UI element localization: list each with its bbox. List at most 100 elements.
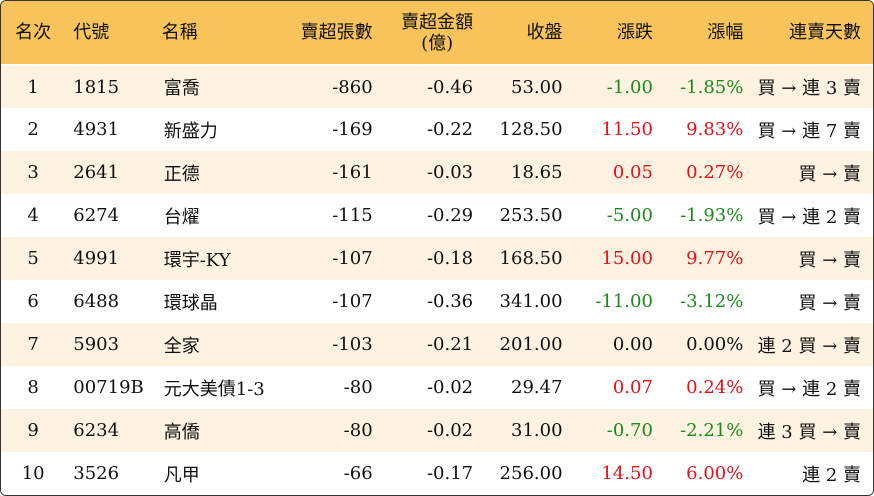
cell-change: 0.05 (612, 162, 653, 183)
cell-rank: 9 (27, 420, 39, 441)
cell-net-sell-lots: -169 (332, 119, 373, 140)
cell-net-sell-lots: -107 (332, 248, 373, 269)
cell-net-sell-amount: -0.18 (426, 248, 474, 269)
cell-change: -5.00 (606, 205, 653, 226)
cell-net-sell-lots: -80 (343, 420, 373, 441)
cell-consecutive-days: 買 → 連 2 賣 (757, 378, 861, 400)
cell-change-pct: 0.24% (686, 377, 744, 398)
cell-net-sell-lots: -66 (343, 463, 373, 484)
cell-name: 環宇-KY (163, 249, 231, 271)
cell-close: 18.65 (511, 162, 563, 183)
cell-name: 新盛力 (163, 120, 218, 142)
cell-close: 256.00 (499, 463, 563, 484)
cell-close: 341.00 (499, 291, 563, 312)
cell-name: 全家 (163, 335, 200, 357)
cell-close: 168.50 (499, 248, 563, 269)
cell-net-sell-amount: -0.36 (426, 291, 474, 312)
cell-rank: 2 (27, 119, 39, 140)
table-header: 名次 代號 名稱 賣超張數 賣超金額 (億) 收盤 漲跌 漲幅 連賣天數 (1, 1, 873, 65)
cell-change: -0.70 (606, 420, 653, 441)
header-net-sell-lots[interactable]: 賣超張數 (300, 21, 373, 43)
header-name[interactable]: 名稱 (161, 21, 198, 43)
cell-rank: 6 (27, 291, 39, 312)
table-row[interactable]: 4 6274 台燿 -115 -0.29 253.50 -5.00 -1.93% 買 → 連 2… (1, 194, 873, 237)
cell-consecutive-days: 買 → 連 3 賣 (757, 78, 861, 99)
cell-change: -11.00 (595, 291, 653, 312)
cell-code: 4991 (73, 248, 120, 269)
cell-close: 31.00 (511, 420, 563, 441)
cell-code: 00719B (73, 377, 144, 398)
cell-consecutive-days: 買 → 連 2 賣 (757, 206, 861, 228)
cell-net-sell-amount: -0.17 (426, 463, 474, 484)
cell-net-sell-amount: -0.29 (426, 205, 474, 226)
table-row[interactable]: 10 3526 凡甲 -66 -0.17 256.00 14.50 6.00% 連 2 賣 (1, 452, 873, 495)
cell-change-pct: 6.00% (686, 463, 744, 484)
cell-consecutive-days: 買 → 連 7 賣 (757, 120, 861, 142)
cell-change: 0.00 (612, 334, 653, 355)
cell-rank: 8 (27, 377, 39, 398)
cell-change: 15.00 (601, 248, 653, 269)
cell-change-pct: 9.83% (686, 119, 744, 140)
table-row[interactable]: 3 2641 正德 -161 -0.03 18.65 0.05 0.27% 買 → 賣 (1, 151, 873, 194)
cell-name: 富喬 (163, 78, 200, 99)
table-row[interactable]: 8 00719B 元大美債1-3 -80 -0.02 29.47 0.07 0.24% 買 → … (1, 366, 873, 409)
header-close[interactable]: 收盤 (526, 21, 563, 43)
cell-code: 6274 (73, 205, 120, 226)
table-row[interactable]: 7 5903 全家 -103 -0.21 201.00 0.00 0.00% 連 2 買 → 賣 (1, 323, 873, 366)
cell-net-sell-lots: -161 (332, 162, 373, 183)
cell-rank: 1 (27, 76, 39, 98)
cell-net-sell-amount: -0.03 (426, 162, 474, 183)
cell-name: 凡甲 (163, 464, 200, 486)
cell-close: 29.47 (511, 377, 563, 398)
cell-change-pct: 0.27% (686, 162, 744, 183)
cell-change: 0.07 (612, 377, 653, 398)
cell-rank: 4 (27, 205, 39, 226)
cell-code: 1815 (73, 76, 120, 98)
header-rank[interactable]: 名次 (15, 21, 52, 43)
cell-name: 元大美債1-3 (163, 378, 265, 400)
header-change-pct[interactable]: 漲幅 (707, 21, 744, 43)
cell-change-pct: 9.77% (686, 248, 744, 269)
table-body: 1 1815 富喬 -860 -0.46 53.00 -1.00 -1.85% 買 → 連 3 … (1, 65, 873, 495)
header-row: 名次 代號 名稱 賣超張數 賣超金額 (億) 收盤 漲跌 漲幅 連賣天數 (1, 1, 873, 65)
cell-consecutive-days: 買 → 賣 (798, 292, 861, 314)
cell-rank: 5 (27, 248, 39, 269)
cell-net-sell-lots: -80 (343, 377, 373, 398)
header-change[interactable]: 漲跌 (616, 21, 653, 43)
cell-close: 253.50 (499, 205, 563, 226)
cell-rank: 3 (27, 162, 39, 183)
cell-net-sell-amount: -0.22 (426, 119, 474, 140)
cell-close: 128.50 (499, 119, 563, 140)
table-row[interactable]: 2 4931 新盛力 -169 -0.22 128.50 11.50 9.83% 買 → 連 7… (1, 108, 873, 151)
cell-change-pct: -3.12% (680, 291, 744, 312)
header-consecutive-days[interactable]: 連賣天數 (789, 21, 861, 43)
cell-net-sell-amount: -0.02 (426, 377, 474, 398)
cell-change-pct: 0.00% (686, 334, 744, 355)
cell-change: 14.50 (601, 463, 653, 484)
net-sell-amount-label-line1: 賣超金額 (401, 11, 474, 33)
cell-consecutive-days: 連 2 賣 (802, 464, 861, 486)
cell-name: 台燿 (163, 206, 200, 228)
cell-name: 高僑 (163, 421, 200, 443)
cell-net-sell-lots: -115 (332, 205, 373, 226)
header-code[interactable]: 代號 (73, 21, 110, 43)
cell-net-sell-amount: -0.02 (426, 420, 474, 441)
cell-rank: 10 (21, 463, 45, 484)
cell-consecutive-days: 連 3 買 → 賣 (757, 421, 861, 443)
cell-change-pct: -1.85% (680, 76, 744, 98)
cell-code: 2641 (73, 162, 120, 183)
cell-change: -1.00 (606, 76, 653, 98)
cell-rank: 7 (27, 334, 39, 355)
table-row[interactable]: 9 6234 高僑 -80 -0.02 31.00 -0.70 -2.21% 連 3 買 → 賣 (1, 409, 873, 452)
cell-consecutive-days: 連 2 買 → 賣 (757, 335, 861, 357)
cell-code: 3526 (73, 463, 120, 484)
header-net-sell-amount[interactable]: 賣超金額 (億) (373, 1, 473, 65)
table-row[interactable]: 1 1815 富喬 -860 -0.46 53.00 -1.00 -1.85% 買 → 連 3 … (1, 65, 873, 108)
cell-code: 6488 (73, 291, 120, 312)
table-row[interactable]: 5 4991 環宇-KY -107 -0.18 168.50 15.00 9.77% 買 → 賣 (1, 237, 873, 280)
table-row[interactable]: 6 6488 環球晶 -107 -0.36 341.00 -11.00 -3.12% 買 → 賣 (1, 280, 873, 323)
cell-change-pct: -2.21% (680, 420, 744, 441)
cell-net-sell-amount: -0.46 (426, 76, 474, 98)
net-sell-amount-label-line2: (億) (421, 32, 454, 54)
